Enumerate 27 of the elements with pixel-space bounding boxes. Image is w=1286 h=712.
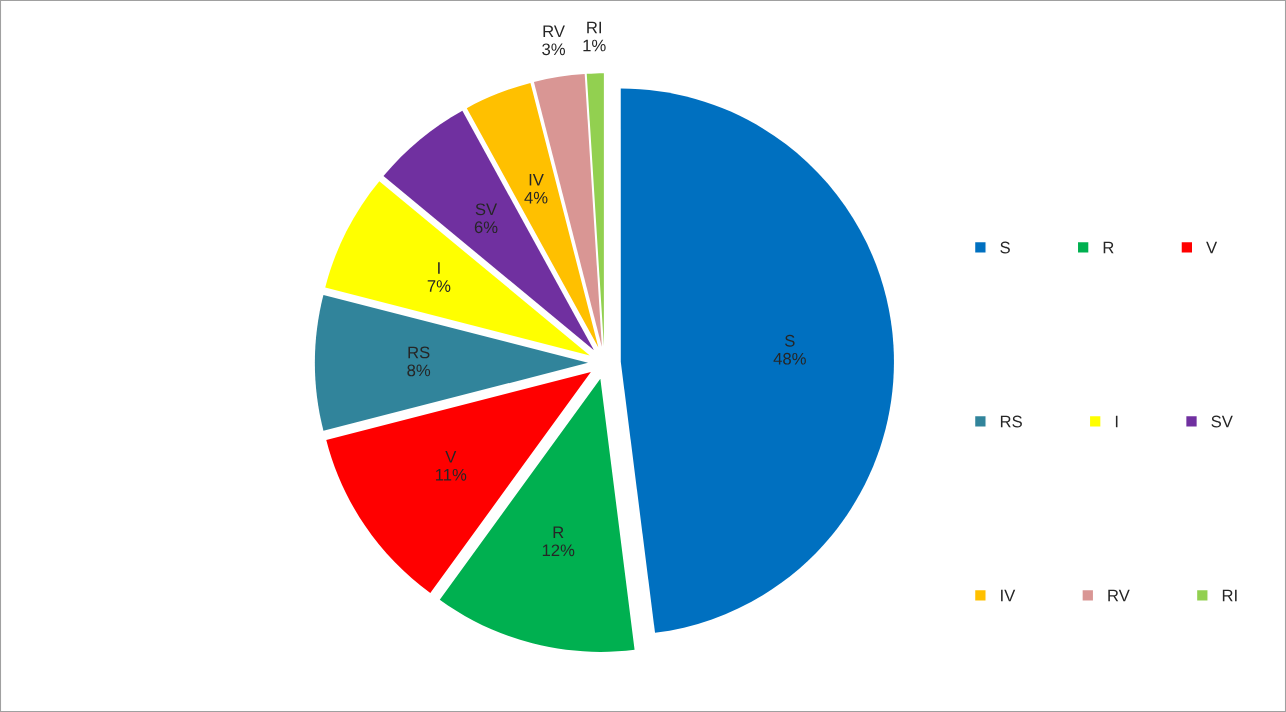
slice-label: RI <box>587 21 602 34</box>
legend-label: RV <box>1108 589 1130 602</box>
slice-label: V <box>445 451 457 463</box>
slice-label: S <box>785 334 795 347</box>
data-label: 11% <box>435 468 467 481</box>
legend-label: SV <box>1211 415 1233 428</box>
data-label: 3% <box>542 43 566 56</box>
data-label: 12% <box>542 544 575 557</box>
slice-label: IV <box>529 173 544 186</box>
slice-label: RS <box>408 346 430 359</box>
legend-label: RS <box>1000 415 1022 428</box>
data-label: 7% <box>427 280 451 292</box>
slice-label: R <box>553 526 564 539</box>
data-label: 8% <box>407 364 431 377</box>
slice-label: I <box>438 262 440 274</box>
data-label: 4% <box>524 191 548 204</box>
legend-label: IV <box>1001 589 1016 602</box>
legend-label: S <box>1000 241 1010 254</box>
data-label: 48% <box>773 352 806 365</box>
data-label: 1% <box>583 39 606 52</box>
legend-label: V <box>1206 241 1218 254</box>
slice-label: SV <box>475 203 498 216</box>
legend-label: I <box>1115 415 1118 428</box>
legend-label: R <box>1103 241 1114 254</box>
legend-label: RI <box>1222 589 1237 602</box>
data-label: 6% <box>474 221 498 234</box>
slice-label: RV <box>543 25 565 38</box>
